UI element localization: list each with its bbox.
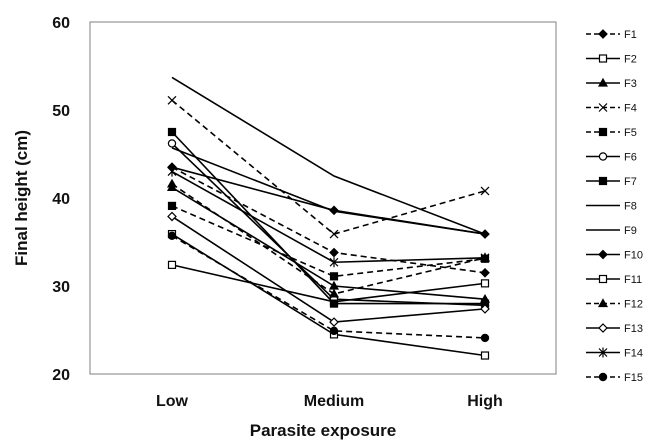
data-point-f15-medium: [329, 326, 339, 336]
data-point-f4-high: [480, 186, 490, 196]
legend-item-f10: F10: [586, 250, 643, 262]
legend-label-f3: F3: [624, 78, 637, 90]
legend-marker-f3: [597, 77, 609, 87]
legend-label-f7: F7: [624, 176, 637, 188]
legend-marker-f7: [598, 176, 608, 186]
legend-label-f10: F10: [624, 250, 643, 262]
legend-label-f5: F5: [624, 127, 637, 139]
data-point-f13-low: [167, 211, 177, 222]
legend-label-f9: F9: [624, 225, 637, 237]
data-point-f1-high: [480, 267, 490, 278]
series-line-f8: [171, 76, 486, 235]
data-point-f2-low: [167, 260, 177, 269]
legend-marker-f14: [598, 347, 608, 358]
legend-label-f8: F8: [624, 201, 637, 213]
data-point-f14-low: [167, 166, 177, 177]
data-point-f1-medium: [329, 247, 339, 258]
data-point-f13-medium: [329, 317, 339, 327]
data-point-f12-medium: [328, 288, 340, 298]
data-point-f2-high: [480, 279, 490, 288]
x-tick-label-high: High: [467, 393, 503, 410]
legend-label-f6: F6: [624, 152, 637, 164]
x-tick-label-medium: Medium: [304, 393, 364, 410]
legend-item-f1: F1: [586, 29, 637, 41]
x-axis-title: Parasite exposure: [250, 421, 396, 440]
legend-label-f1: F1: [624, 29, 637, 41]
legend-label-f12: F12: [624, 299, 643, 311]
data-point-f15-high: [480, 333, 490, 343]
series-f15: [167, 231, 490, 343]
data-point-f7-medium: [329, 299, 339, 308]
data-point-f15-low: [167, 231, 177, 241]
legend-label-f13: F13: [624, 323, 643, 335]
series-f7: [167, 127, 490, 308]
series-f4: [167, 95, 490, 239]
series-f14: [167, 166, 490, 268]
data-point-f5-medium: [329, 272, 339, 281]
x-axis-tick-labels: Low Medium High: [156, 393, 503, 410]
legend-item-f5: F5: [586, 127, 637, 139]
legend-item-f6: F6: [586, 152, 637, 164]
legend-marker-f10: [598, 249, 608, 260]
data-point-f4-low: [167, 95, 177, 105]
data-point-f14-high: [480, 252, 490, 263]
legend-label-f11: F11: [624, 274, 642, 286]
legend-marker-f15: [598, 372, 608, 382]
legend-item-f7: F7: [586, 176, 637, 188]
legend-marker-f11: [598, 274, 608, 284]
legend-marker-f13: [598, 323, 608, 333]
data-point-f6-low: [167, 139, 177, 148]
y-tick-label-40: 40: [52, 191, 70, 208]
data-point-f14-medium: [329, 257, 339, 268]
data-point-f12-low: [166, 178, 178, 188]
legend-marker-f2: [598, 54, 608, 63]
legend-label-f4: F4: [624, 103, 637, 115]
data-point-f13-high: [480, 304, 490, 314]
x-tick-label-low: Low: [156, 393, 189, 410]
legend-marker-f5: [598, 127, 608, 137]
data-point-f10-medium: [329, 205, 339, 216]
y-tick-label-60: 60: [52, 15, 70, 32]
data-point-f7-low: [167, 127, 177, 137]
series-line-f15: [171, 235, 486, 339]
legend-marker-f4: [598, 103, 608, 112]
legend-label-f14: F14: [624, 348, 643, 360]
y-tick-label-30: 30: [52, 279, 70, 296]
legend-label-f2: F2: [624, 54, 637, 66]
y-axis-tick-labels: 20 30 40 50 60: [52, 15, 70, 384]
legend-marker-f6: [598, 152, 608, 161]
legend-item-f4: F4: [586, 103, 637, 115]
legend-item-f2: F2: [586, 54, 637, 66]
legend-item-f14: F14: [586, 347, 643, 360]
legend-item-f13: F13: [586, 323, 643, 335]
y-tick-label-50: 50: [52, 103, 70, 120]
series-f13: [167, 211, 490, 327]
legend-item-f8: F8: [586, 201, 637, 213]
series-lines: [166, 76, 491, 360]
y-tick-label-20: 20: [52, 367, 70, 384]
data-point-f11-high: [480, 351, 490, 360]
data-point-f4-medium: [329, 229, 339, 239]
legend-marker-f12: [597, 298, 609, 308]
series-f8: [171, 76, 486, 235]
y-axis-title: Final height (cm): [12, 130, 31, 266]
legend-item-f11: F11: [586, 274, 642, 286]
plot-area-frame: [89, 21, 557, 375]
series-f10: [167, 162, 490, 239]
legend-marker-f1: [598, 29, 608, 39]
legend-item-f9: F9: [586, 225, 637, 237]
legend: F1 F2 F3 F4 F5 F6 F7 F8 F9 F10 F11 F12 F13 F14 F15: [586, 29, 643, 384]
data-point-f10-high: [480, 229, 490, 239]
legend-item-f12: F12: [586, 298, 643, 311]
data-point-f5-low: [167, 201, 177, 211]
legend-label-f15: F15: [624, 372, 643, 384]
legend-item-f15: F15: [586, 372, 643, 384]
legend-item-f3: F3: [586, 77, 637, 90]
